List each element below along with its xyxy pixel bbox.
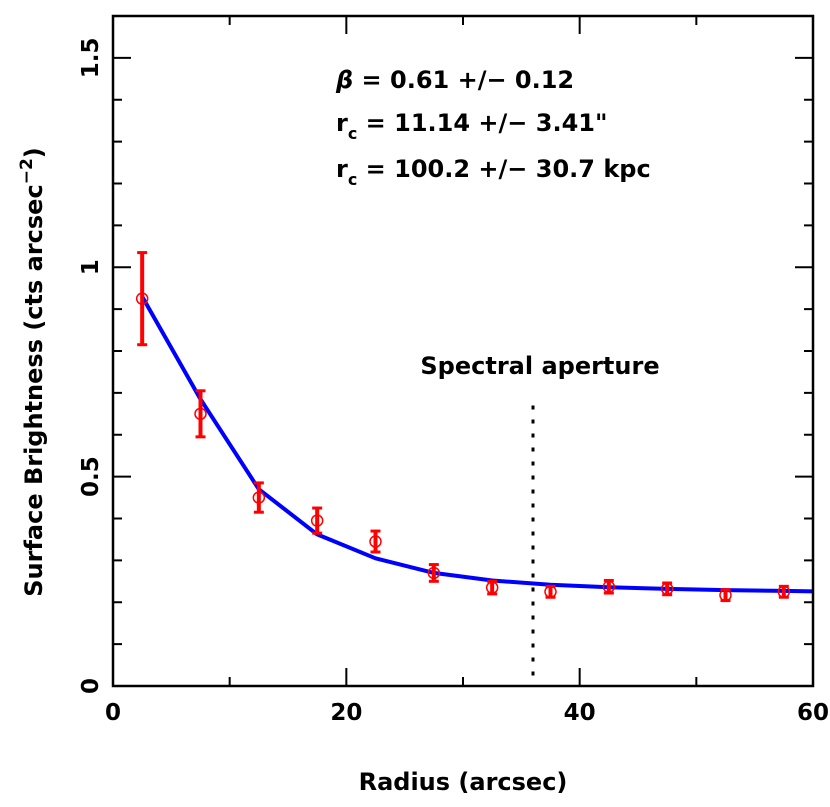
data-point-9 bbox=[602, 578, 616, 595]
y-tick-label: 0 bbox=[78, 678, 104, 694]
data-point-6 bbox=[427, 563, 441, 583]
data-marker bbox=[194, 407, 207, 421]
data-point-12 bbox=[777, 584, 791, 599]
x-tick-label: 60 bbox=[797, 700, 829, 726]
axes-layer bbox=[111, 14, 815, 688]
data-marker bbox=[777, 585, 791, 599]
data-marker bbox=[252, 491, 266, 504]
data-point-10 bbox=[660, 581, 674, 597]
data-point-11 bbox=[719, 588, 732, 603]
annotation-value: = 100.2 +/− 30.7 kpc bbox=[357, 155, 650, 183]
data-point-5 bbox=[369, 529, 382, 554]
data-marker bbox=[660, 582, 674, 596]
data-marker bbox=[485, 581, 499, 594]
fit-annotation-2: rc = 11.14 +/− 3.41" bbox=[336, 109, 607, 143]
annotation-symbol: β bbox=[335, 66, 353, 94]
annotation-symbol: r bbox=[336, 155, 348, 183]
y-axis-title-close: ) bbox=[20, 147, 48, 158]
data-marker bbox=[135, 292, 149, 305]
data-point-8 bbox=[544, 584, 557, 599]
y-axis-title: Surface Brightness (cts arcsec−2) bbox=[17, 147, 48, 597]
annotation-subscript: c bbox=[348, 124, 357, 143]
fit-annotation-3: rc = 100.2 +/− 30.7 kpc bbox=[336, 155, 651, 189]
annotation-value: = 0.61 +/− 0.12 bbox=[353, 66, 574, 94]
data-marker bbox=[427, 566, 441, 580]
data-points-layer bbox=[135, 251, 791, 603]
spectral-aperture-label: Spectral aperture bbox=[420, 352, 659, 380]
y-tick-label: 1.5 bbox=[78, 38, 104, 79]
data-marker bbox=[719, 588, 732, 602]
data-point-1 bbox=[135, 251, 149, 347]
data-point-3 bbox=[252, 481, 266, 514]
x-tick-label: 0 bbox=[105, 700, 121, 726]
y-axis-title-main: Surface Brightness (cts arcsec bbox=[20, 184, 48, 596]
data-point-2 bbox=[194, 389, 207, 439]
data-point-7 bbox=[485, 579, 499, 596]
data-marker bbox=[602, 580, 616, 594]
annotation-subscript: c bbox=[348, 170, 357, 189]
model-fit-layer bbox=[140, 295, 814, 594]
y-tick-label: 1 bbox=[78, 259, 104, 275]
data-marker bbox=[310, 514, 324, 527]
text-layer: Spectral aperture 0 20 40 60 0 0.5 1 1.5 Radius (… bbox=[17, 38, 829, 797]
data-marker bbox=[544, 585, 557, 599]
y-axis-title-exponent: −2 bbox=[17, 158, 37, 184]
x-tick-label: 20 bbox=[330, 700, 362, 726]
data-marker bbox=[369, 535, 382, 548]
annotation-symbol: r bbox=[336, 109, 348, 137]
x-tick-label: 40 bbox=[564, 700, 596, 726]
model-fit-line bbox=[140, 295, 814, 594]
y-tick-label: 0.5 bbox=[78, 456, 104, 497]
annotation-value: = 11.14 +/− 3.41" bbox=[357, 109, 607, 137]
x-axis-title: Radius (arcsec) bbox=[359, 768, 568, 796]
data-point-4 bbox=[310, 506, 324, 535]
fit-annotation-1: β = 0.61 +/− 0.12 bbox=[335, 66, 574, 94]
